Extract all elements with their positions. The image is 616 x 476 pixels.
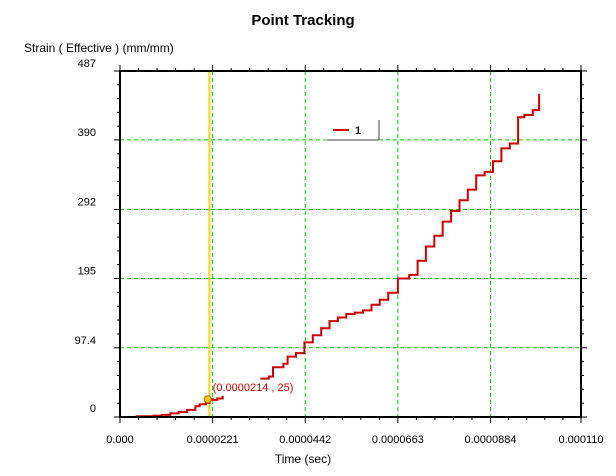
x-tick-label: 0.0000663: [372, 434, 424, 446]
y-tick-label: 0: [90, 403, 96, 415]
x-tick-label: 0.0000221: [187, 434, 239, 446]
y-axis-label: Strain ( Effective ) (mm/mm): [24, 41, 174, 55]
series-line: [260, 93, 541, 380]
y-tick-label: 390: [78, 127, 96, 139]
x-tick-label: 0.000: [106, 434, 134, 446]
y-tick-label: 195: [78, 265, 96, 277]
series-layer: (0.0000214 , 25): [120, 93, 541, 418]
grid-lines: [120, 71, 581, 417]
series-line: [120, 395, 224, 418]
x-tick-label: 0.0000884: [464, 434, 516, 446]
y-tick-label: 97.4: [75, 335, 96, 347]
legend[interactable]: 1: [326, 119, 380, 141]
x-axis-label: Time (sec): [275, 452, 331, 466]
y-tick-label: 292: [78, 197, 96, 209]
y-tick-label: 487: [78, 58, 96, 70]
x-tick-label: 0.0000442: [279, 434, 331, 446]
plot-frame: [119, 70, 582, 418]
axis-ticks: 0.000 0.0000221 0.0000442 0.0000663 0.000088…: [75, 58, 604, 446]
cursor-group[interactable]: [208, 71, 211, 417]
legend-entry-label: 1: [355, 125, 361, 137]
cursor-label: (0.0000214 , 25): [213, 382, 294, 394]
x-tick-label: 0.000110: [558, 434, 603, 446]
chart-title: Point Tracking: [251, 12, 354, 29]
cursor-point[interactable]: [203, 395, 212, 404]
